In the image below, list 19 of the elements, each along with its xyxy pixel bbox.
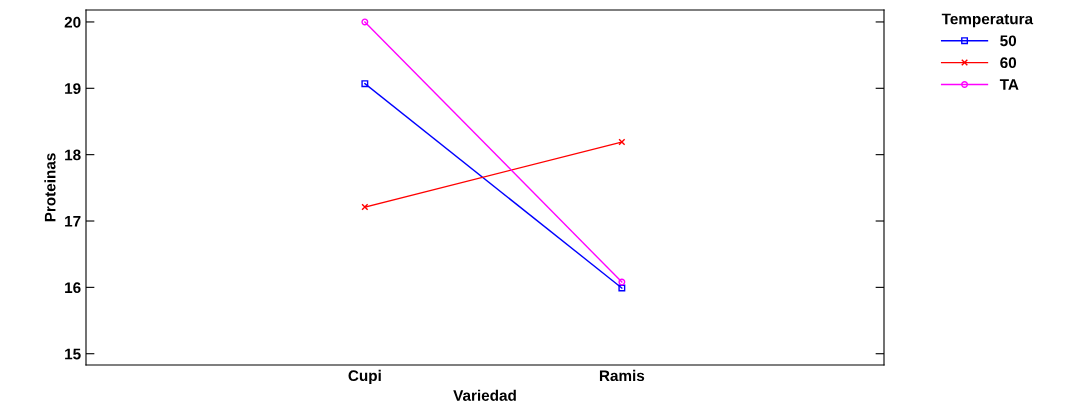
point — [361, 203, 369, 211]
y-axis-title: Proteinas — [44, 153, 56, 222]
legend-title: Temperatura — [941, 13, 1034, 28]
legend-label: TA — [999, 79, 1019, 90]
x-tick-label: Ramis — [599, 369, 645, 382]
y-tick-label: 19 — [65, 83, 81, 94]
legend-label: 60 — [1000, 57, 1017, 69]
legend-label: 50 — [1000, 35, 1017, 47]
point — [618, 284, 626, 292]
y-tick-label: 17 — [65, 216, 81, 227]
y-tick-label: 15 — [65, 348, 81, 360]
y-tick-label: 20 — [64, 16, 81, 28]
y-tick-label: 16 — [65, 282, 81, 294]
point — [361, 80, 369, 88]
y-tick-label: 18 — [65, 149, 81, 161]
point — [618, 138, 626, 146]
point — [361, 18, 369, 26]
x-axis-title: Variedad — [453, 389, 516, 401]
x-tick-label: Cupi — [348, 369, 381, 385]
